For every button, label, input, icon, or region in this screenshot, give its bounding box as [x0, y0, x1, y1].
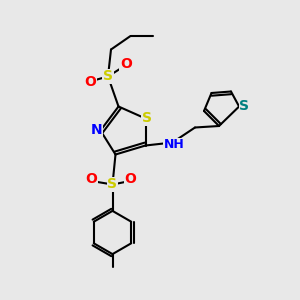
Text: O: O — [124, 172, 136, 186]
Text: O: O — [85, 172, 98, 186]
Text: S: S — [142, 111, 152, 125]
Text: O: O — [84, 76, 96, 89]
Text: O: O — [120, 58, 132, 71]
Text: S: S — [239, 100, 250, 113]
Text: NH: NH — [164, 138, 184, 152]
Text: N: N — [91, 124, 103, 137]
Text: S: S — [103, 70, 113, 83]
Text: S: S — [107, 178, 118, 191]
